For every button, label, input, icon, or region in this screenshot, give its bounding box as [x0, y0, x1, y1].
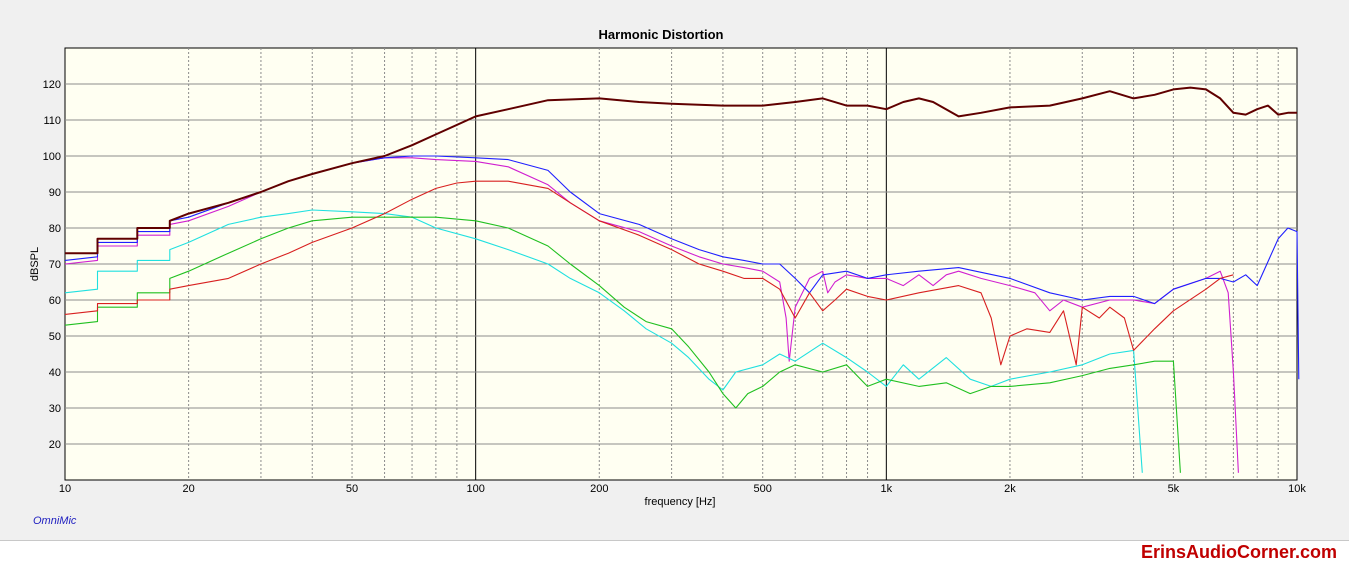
harmonic-distortion-chart: Harmonic Distortion 10 20 50 100 200 500 1k 2k 5…: [29, 27, 1306, 527]
x-axis: 10 20 50 100 200 500 1k 2k 5k 10k: [59, 483, 1306, 495]
y-tick-label: 110: [43, 115, 61, 127]
series-line-3: [64, 209, 1143, 473]
x-tick-label: 20: [182, 483, 194, 495]
series-line-5: [64, 180, 1234, 366]
series-line-4: [64, 216, 1181, 473]
chart-window: Harmonic Distortion 10 20 50 100 200 500 1k 2k 5…: [0, 0, 1349, 541]
chart-title: Harmonic Distortion: [599, 27, 724, 42]
x-tick-label: 5k: [1168, 483, 1180, 495]
grid: [65, 48, 1297, 480]
y-tick-label: 20: [49, 439, 61, 451]
y-tick-label: 90: [49, 187, 61, 199]
y-axis: 20 30 40 50 60 70 80 90 100 110 120: [43, 79, 61, 451]
x-axis-label: frequency [Hz]: [645, 496, 716, 508]
x-tick-label: 500: [754, 483, 772, 495]
y-tick-label: 100: [43, 151, 61, 163]
x-tick-label: 2k: [1004, 483, 1016, 495]
y-tick-label: 120: [43, 79, 61, 91]
x-tick-label: 10: [59, 483, 71, 495]
y-tick-label: 30: [49, 403, 61, 415]
omnimic-brand: OmniMic: [33, 515, 77, 527]
series-line-6: [65, 86, 1297, 255]
site-brand: ErinsAudioCorner.com: [1140, 542, 1337, 562]
y-tick-label: 80: [49, 223, 61, 235]
y-tick-label: 70: [49, 259, 61, 271]
x-tick-label: 200: [590, 483, 608, 495]
y-tick-label: 50: [49, 331, 61, 343]
y-axis-label: dBSPL: [29, 247, 41, 281]
y-tick-label: 60: [49, 295, 61, 307]
x-tick-label: 50: [346, 483, 358, 495]
series-layer: [64, 86, 1300, 473]
x-tick-label: 10k: [1288, 483, 1306, 495]
x-tick-label: 100: [466, 483, 484, 495]
x-tick-label: 1k: [881, 483, 893, 495]
y-tick-label: 40: [49, 367, 61, 379]
